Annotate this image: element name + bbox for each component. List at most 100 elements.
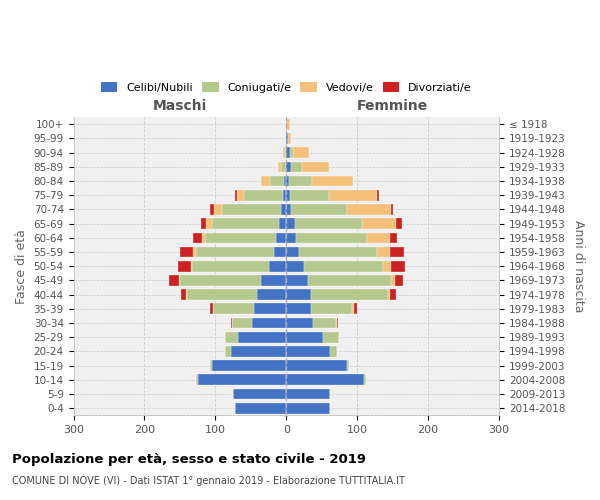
Y-axis label: Fasce di età: Fasce di età bbox=[15, 229, 28, 304]
Bar bbox=[226, 332, 238, 342]
Bar bbox=[291, 162, 302, 172]
Bar bbox=[286, 232, 296, 243]
Bar bbox=[286, 374, 364, 385]
Bar bbox=[388, 290, 390, 300]
Bar bbox=[330, 346, 337, 356]
Bar bbox=[279, 218, 286, 229]
Bar bbox=[223, 204, 281, 215]
Bar bbox=[285, 148, 286, 158]
Bar bbox=[214, 204, 223, 215]
Bar bbox=[286, 275, 308, 286]
Bar bbox=[311, 304, 352, 314]
Bar bbox=[286, 290, 311, 300]
Bar bbox=[323, 332, 339, 342]
Bar bbox=[353, 304, 357, 314]
Bar bbox=[180, 275, 262, 286]
Bar bbox=[233, 388, 286, 400]
Bar bbox=[336, 318, 337, 328]
Bar bbox=[311, 290, 388, 300]
Bar bbox=[286, 162, 291, 172]
Bar bbox=[187, 290, 257, 300]
Bar bbox=[304, 261, 383, 272]
Bar bbox=[352, 304, 353, 314]
Bar bbox=[362, 218, 396, 229]
Text: Femmine: Femmine bbox=[357, 99, 428, 113]
Bar bbox=[286, 246, 299, 258]
Bar bbox=[286, 176, 289, 186]
Bar bbox=[308, 275, 391, 286]
Bar bbox=[312, 176, 353, 186]
Bar bbox=[288, 133, 291, 144]
Bar bbox=[283, 190, 286, 200]
Bar bbox=[299, 246, 377, 258]
Bar bbox=[286, 148, 290, 158]
Bar bbox=[205, 232, 277, 243]
Bar bbox=[290, 190, 329, 200]
Bar bbox=[281, 204, 286, 215]
Bar bbox=[196, 246, 274, 258]
Bar bbox=[231, 318, 232, 328]
Bar bbox=[196, 374, 197, 385]
Bar bbox=[197, 374, 286, 385]
Bar bbox=[347, 204, 391, 215]
Bar bbox=[313, 318, 336, 328]
Bar bbox=[289, 176, 312, 186]
Bar bbox=[295, 218, 362, 229]
Bar bbox=[286, 388, 330, 400]
Bar bbox=[179, 275, 180, 286]
Bar bbox=[395, 275, 403, 286]
Bar bbox=[269, 261, 286, 272]
Bar bbox=[277, 232, 286, 243]
Bar bbox=[296, 232, 367, 243]
Bar bbox=[281, 162, 286, 172]
Bar bbox=[252, 318, 286, 328]
Bar bbox=[347, 360, 349, 371]
Bar bbox=[364, 374, 366, 385]
Bar bbox=[383, 261, 391, 272]
Bar bbox=[262, 275, 286, 286]
Bar bbox=[278, 162, 281, 172]
Y-axis label: Anni di nascita: Anni di nascita bbox=[572, 220, 585, 312]
Bar bbox=[206, 218, 212, 229]
Bar bbox=[193, 246, 196, 258]
Bar bbox=[238, 332, 286, 342]
Bar bbox=[390, 232, 397, 243]
Bar bbox=[210, 360, 212, 371]
Bar bbox=[367, 232, 390, 243]
Bar bbox=[391, 275, 395, 286]
Bar bbox=[193, 232, 202, 243]
Bar bbox=[283, 148, 285, 158]
Bar bbox=[270, 176, 284, 186]
Text: Maschi: Maschi bbox=[153, 99, 207, 113]
Bar bbox=[286, 204, 291, 215]
Bar bbox=[286, 133, 288, 144]
Bar bbox=[213, 304, 254, 314]
Bar bbox=[211, 204, 214, 215]
Bar bbox=[302, 162, 329, 172]
Bar bbox=[286, 318, 313, 328]
Bar bbox=[290, 148, 293, 158]
Bar bbox=[286, 304, 311, 314]
Text: Popolazione per età, sesso e stato civile - 2019: Popolazione per età, sesso e stato civil… bbox=[12, 452, 366, 466]
Bar bbox=[391, 261, 405, 272]
Bar bbox=[262, 176, 270, 186]
Bar bbox=[286, 332, 323, 342]
Bar bbox=[391, 204, 392, 215]
Bar bbox=[244, 190, 283, 200]
Bar bbox=[226, 346, 231, 356]
Bar bbox=[390, 290, 395, 300]
Bar bbox=[286, 346, 330, 356]
Bar bbox=[293, 148, 309, 158]
Bar bbox=[286, 360, 347, 371]
Bar bbox=[181, 290, 187, 300]
Bar bbox=[201, 218, 206, 229]
Bar bbox=[377, 246, 390, 258]
Bar bbox=[390, 246, 404, 258]
Bar bbox=[212, 360, 286, 371]
Legend: Celibi/Nubili, Coniugati/e, Vedovi/e, Divorziati/e: Celibi/Nubili, Coniugati/e, Vedovi/e, Di… bbox=[97, 78, 476, 98]
Bar bbox=[284, 176, 286, 186]
Bar bbox=[257, 290, 286, 300]
Bar bbox=[169, 275, 179, 286]
Bar bbox=[291, 204, 347, 215]
Bar bbox=[274, 246, 286, 258]
